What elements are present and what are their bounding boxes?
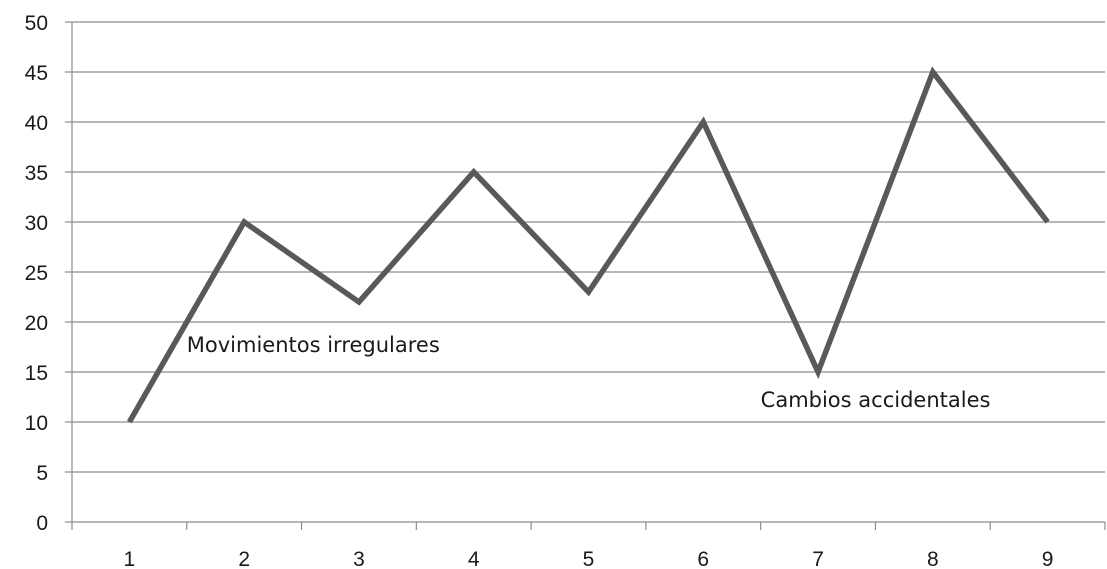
y-tick-label: 10 <box>25 412 48 435</box>
x-axis-tick-labels: 1 2 3 4 5 6 7 8 9 <box>124 548 1054 569</box>
y-tick-label: 35 <box>25 162 48 185</box>
annotation-label: Movimientos irregulares <box>187 333 440 357</box>
x-tick-label: 9 <box>1042 548 1054 569</box>
x-tick-label: 1 <box>124 548 136 569</box>
x-tick-label: 6 <box>697 548 709 569</box>
y-tick-label: 45 <box>25 62 48 85</box>
x-tick-label: 8 <box>927 548 939 569</box>
x-axis-ticks <box>71 522 1106 530</box>
y-tick-label: 5 <box>36 462 48 485</box>
x-tick-label: 7 <box>812 548 824 569</box>
y-axis-tick-labels: 0 5 10 15 20 25 30 35 40 45 50 <box>25 12 48 535</box>
y-tick-label: 0 <box>36 512 48 535</box>
y-tick-label: 25 <box>25 262 48 285</box>
y-tick-label: 50 <box>25 12 48 35</box>
annotation-label: Cambios accidentales <box>761 388 991 412</box>
x-tick-label: 4 <box>468 548 480 569</box>
series-line <box>127 66 1050 424</box>
x-tick-label: 5 <box>583 548 595 569</box>
x-tick-label: 3 <box>353 548 365 569</box>
y-tick-label: 40 <box>25 112 48 135</box>
y-tick-label: 15 <box>25 362 48 385</box>
y-tick-label: 20 <box>25 312 48 335</box>
axes <box>65 21 1105 523</box>
annotations: Movimientos irregulares Cambios accidenta… <box>187 333 991 412</box>
series-group <box>127 66 1050 424</box>
x-tick-label: 2 <box>238 548 250 569</box>
y-tick-label: 30 <box>25 212 48 235</box>
